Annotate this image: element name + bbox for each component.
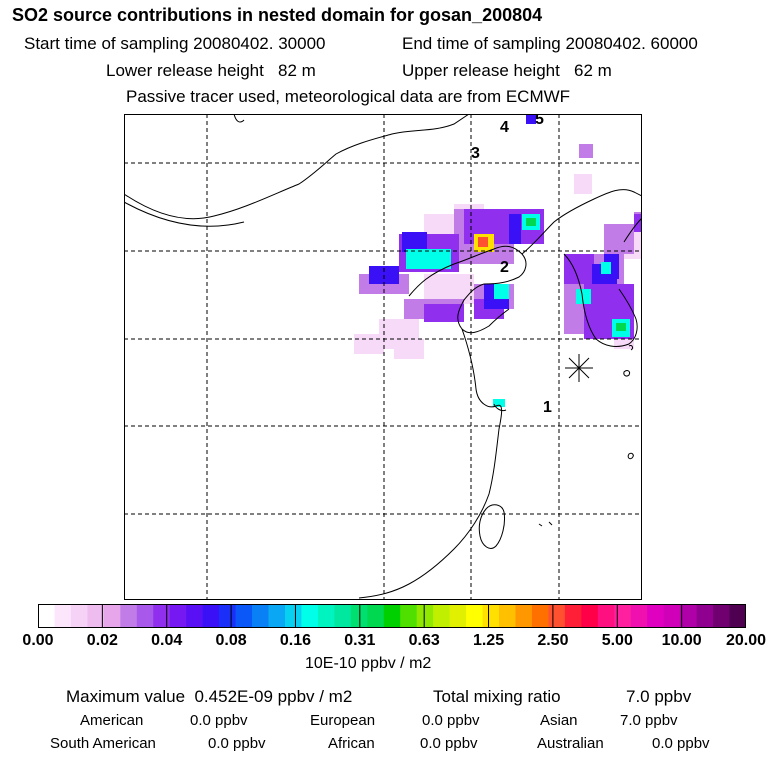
start-time-label: Start time of sampling 20080402. 30000 <box>24 34 326 53</box>
contribution-value-asian: 7.0 ppbv <box>620 712 678 729</box>
colorbar-cell <box>334 604 352 628</box>
colorbar-cell <box>202 604 220 628</box>
maximum-value: Maximum value 0.452E-09 ppbv / m2 <box>66 687 353 706</box>
upper-release-label: Upper release height 62 m <box>402 61 612 80</box>
colorbar-cell <box>38 604 56 628</box>
colorbar-cell <box>252 604 270 628</box>
colorbar-cell <box>301 604 319 628</box>
colorbar-cell <box>647 604 665 628</box>
colorbar-cell <box>87 604 105 628</box>
lat-lon-grid <box>124 114 642 600</box>
colorbar-tick-label: 0.00 <box>22 632 54 649</box>
colorbar-frame <box>38 604 746 628</box>
colorbar-cell <box>581 604 599 628</box>
colorbar-tick-label: 0.63 <box>408 632 440 649</box>
colorbar-cell <box>564 604 582 628</box>
colorbar-cell <box>729 604 746 628</box>
station-marker-4: 4 <box>500 119 509 136</box>
colorbar-cell <box>367 604 385 628</box>
colorbar-cell <box>120 604 138 628</box>
colorbar-cell <box>169 604 187 628</box>
contribution-name-asian: Asian <box>540 712 578 729</box>
contribution-name-south-american: South American <box>50 735 156 752</box>
colorbar-cell <box>153 604 171 628</box>
colorbar-cell <box>416 604 434 628</box>
contribution-name-australian: Australian <box>537 735 604 752</box>
contribution-value-african: 0.0 ppbv <box>420 735 478 752</box>
map-background <box>124 114 642 600</box>
colorbar-cell <box>515 604 533 628</box>
colorbar-cell <box>466 604 484 628</box>
station-marker-3: 3 <box>471 145 480 162</box>
colorbar-cell <box>449 604 467 628</box>
colorbar-cell <box>482 604 500 628</box>
colorbar-cell <box>383 604 401 628</box>
colorbar-cell <box>103 604 121 628</box>
contribution-name-european: European <box>310 712 376 729</box>
colorbar-cell <box>433 604 451 628</box>
colorbar-cell <box>186 604 204 628</box>
colorbar-cell <box>70 604 88 628</box>
colorbar-tick-label: 5.00 <box>601 632 633 649</box>
total-mixing-label: Total mixing ratio <box>433 687 561 706</box>
colorbar-cell <box>597 604 615 628</box>
tracer-note: Passive tracer used, meteorological data… <box>126 87 571 106</box>
contribution-name-american: American <box>80 712 144 729</box>
colorbar-cell <box>284 604 303 628</box>
colorbar-cell <box>696 604 714 628</box>
station-marker-1: 1 <box>543 399 552 416</box>
colorbar-cell <box>663 604 681 628</box>
colorbar-tick-label: 0.08 <box>215 632 247 649</box>
colorbar-tick-label: 2.50 <box>537 632 569 649</box>
contribution-value-south-american: 0.0 ppbv <box>208 735 266 752</box>
colorbar-cell <box>531 604 550 628</box>
contribution-value-european: 0.0 ppbv <box>422 712 480 729</box>
colorbar-cell <box>499 604 517 628</box>
station-marker-5: 5 <box>535 114 544 128</box>
colorbar-cell <box>400 604 418 628</box>
colorbar-tick-label: 0.02 <box>86 632 118 649</box>
contribution-value-australian: 0.0 ppbv <box>652 735 710 752</box>
total-mixing-value: 7.0 ppbv <box>626 687 692 706</box>
receptor-marker <box>565 354 593 382</box>
colorbar-cell <box>136 604 154 628</box>
colorbar-cell <box>630 604 648 628</box>
lower-release-label: Lower release height 82 m <box>106 61 316 80</box>
colorbar-cell <box>219 604 237 628</box>
colorbar-tick-label: 10.00 <box>661 632 702 649</box>
plot-title: SO2 source contributions in nested domai… <box>12 5 543 25</box>
colorbar-cell <box>54 604 72 628</box>
colorbar <box>38 604 746 628</box>
colorbar-cell <box>680 604 698 628</box>
colorbar-tick-label: 1.25 <box>472 632 505 649</box>
colorbar-tick-label: 20.00 <box>725 632 767 649</box>
contribution-map: 1 2 3 4 5 <box>124 114 642 600</box>
end-time-label: End time of sampling 20080402. 60000 <box>402 34 698 53</box>
colorbar-cell <box>713 604 731 628</box>
contribution-name-african: African <box>328 735 375 752</box>
contribution-value-american: 0.0 ppbv <box>190 712 248 729</box>
colorbar-cell <box>268 604 286 628</box>
colorbar-unit: 10E-10 ppbv / m2 <box>305 655 432 672</box>
colorbar-tick-label: 0.16 <box>279 632 312 649</box>
colorbar-cell <box>548 604 566 628</box>
map-frame <box>124 114 642 600</box>
colorbar-tick-label: 0.31 <box>344 632 376 649</box>
station-marker-2: 2 <box>500 259 509 276</box>
colorbar-cell <box>235 604 253 628</box>
colorbar-tick-label: 0.04 <box>151 632 183 649</box>
colorbar-cell <box>317 604 335 628</box>
colorbar-cell <box>614 604 632 628</box>
